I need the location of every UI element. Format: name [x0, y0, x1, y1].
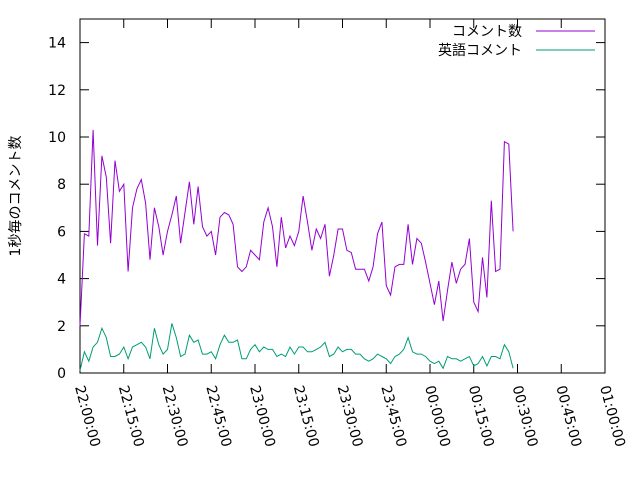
x-tick-label: 00:45:00: [552, 384, 584, 449]
x-tick-label: 23:00:00: [246, 384, 278, 449]
y-tick-label: 0: [57, 366, 66, 382]
legend-label: 英語コメント: [438, 42, 522, 59]
x-tick-label: 22:30:00: [159, 384, 191, 449]
x-tick-label: 23:45:00: [377, 384, 409, 449]
x-tick-label: 01:00:00: [596, 384, 628, 449]
y-tick-label: 12: [48, 83, 66, 99]
series-line-1: [79, 129, 514, 326]
x-tick-label: 00:15:00: [465, 384, 497, 449]
x-tick-label: 23:15:00: [290, 384, 322, 449]
x-tick-label: 00:00:00: [421, 384, 453, 449]
y-axis-label: 1秒毎のコメント数: [8, 136, 24, 257]
y-tick-label: 4: [57, 272, 66, 288]
y-tick-label: 10: [48, 130, 66, 146]
y-tick-label: 14: [48, 36, 66, 52]
y-tick-label: 6: [57, 224, 66, 240]
series-layer: [79, 129, 514, 371]
x-axis: 22:00:00 22:15:00 22:30:00 22:45:00 23:00:00…: [71, 19, 628, 449]
y-tick-label: 2: [57, 319, 66, 335]
x-tick-label: 23:30:00: [334, 384, 366, 449]
x-tick-label: 22:00:00: [71, 384, 103, 449]
y-tick-label: 8: [57, 177, 66, 193]
series-line-2: [79, 323, 514, 371]
y-axis: 0 2 4 6 8 10 12 14: [48, 36, 605, 382]
x-tick-label: 22:15:00: [115, 384, 147, 449]
legend-label: コメント数: [452, 24, 522, 40]
x-tick-label: 22:45:00: [202, 384, 234, 449]
x-tick-label: 00:30:00: [509, 384, 541, 449]
plot-frame: [79, 18, 606, 374]
